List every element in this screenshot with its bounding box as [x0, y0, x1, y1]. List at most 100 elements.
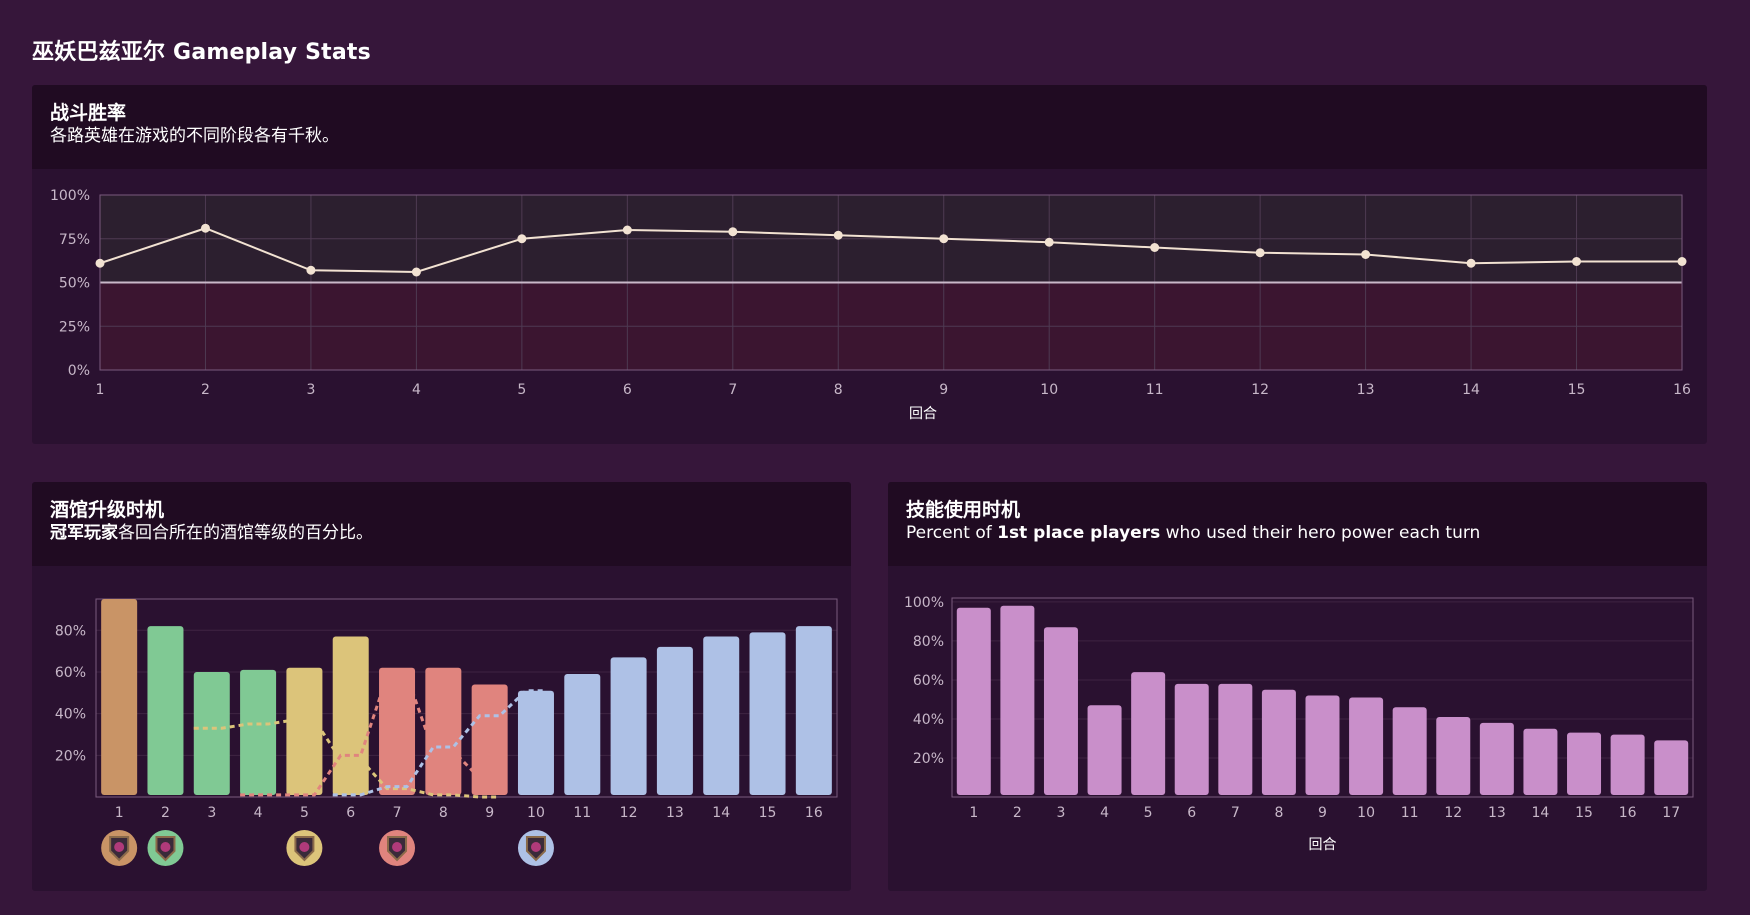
- power-xtick-label: 16: [1619, 805, 1637, 821]
- power-bar: [1174, 683, 1209, 795]
- winrate-xtick-label: 10: [1040, 382, 1058, 398]
- winrate-ytick-label: 25%: [59, 319, 90, 335]
- power-bar: [1436, 717, 1471, 795]
- page-title: 巫妖巴兹亚尔 Gameplay Stats: [32, 40, 371, 65]
- power-xtick-label: 14: [1532, 805, 1550, 821]
- power-subtitle: Percent of 1st place players who used th…: [906, 522, 1689, 544]
- tavern-xtick-label: 15: [759, 805, 777, 821]
- power-bar: [1392, 707, 1427, 795]
- winrate-point: [1150, 243, 1160, 252]
- winrate-panel: 战斗胜率 各路英雄在游戏的不同阶段各有千秋。 0% 25% 50% 75% 100% 1 2…: [32, 85, 1707, 444]
- power-bar: [1131, 672, 1166, 795]
- winrate-ytick-label: 100%: [50, 188, 90, 204]
- tavern-xtick-label: 2: [161, 805, 170, 821]
- winrate-frame: [99, 194, 1683, 371]
- power-title: 技能使用时机: [906, 499, 1021, 521]
- tavern-title: 酒馆升级时机: [50, 499, 165, 521]
- winrate-point: [411, 267, 421, 277]
- power-frame: [951, 597, 1694, 798]
- power-xtick-label: 15: [1575, 805, 1593, 821]
- tavern-bar: [193, 671, 230, 795]
- power-ytick-label: 80%: [913, 634, 944, 650]
- tavern-xtick-label: 3: [207, 805, 216, 821]
- tavern-bar: [147, 626, 184, 795]
- tier-gem-icon: [299, 842, 310, 852]
- power-panel: 技能使用时机 Percent of 1st place players who …: [888, 482, 1707, 891]
- winrate-ytick-label: 75%: [59, 232, 90, 248]
- winrate-header: 战斗胜率 各路英雄在游戏的不同阶段各有千秋。: [32, 85, 1707, 169]
- tavern-bar: [749, 632, 786, 795]
- tavern-subtitle-rest: 各回合所在的酒馆等级的百分比。: [118, 523, 373, 543]
- winrate-point: [95, 258, 105, 268]
- power-subtitle-bold: 1st place players: [997, 523, 1161, 543]
- power-bar: [1261, 689, 1296, 795]
- tavern-xtick-label: 14: [712, 805, 730, 821]
- winrate-point: [1361, 250, 1371, 259]
- tavern-bar: [564, 674, 601, 795]
- winrate-point: [833, 230, 843, 240]
- tavern-subtitle-bold: 冠军玩家: [50, 523, 118, 543]
- tavern-panel: 酒馆升级时机 冠军玩家各回合所在的酒馆等级的百分比。 20% 40% 60% 80% 1…: [32, 482, 851, 891]
- power-xtick-label: 11: [1401, 805, 1419, 821]
- winrate-xtick-label: 8: [834, 382, 843, 398]
- tavern-ytick-label: 20%: [55, 748, 86, 764]
- power-chart: 20%40%60%80%100%1 2 3 4 5 6 7 8 9 10 11 12 13 14 15 16 1…: [904, 595, 1694, 853]
- winrate-xaxis-label: 回合: [909, 406, 937, 422]
- power-bar: [956, 607, 991, 795]
- winrate-point: [1572, 257, 1582, 266]
- tavern-xtick-label: 16: [805, 805, 823, 821]
- tavern-bar: [240, 669, 277, 795]
- tavern-xtick-label: 6: [346, 805, 355, 821]
- tavern-xtick-label: 10: [527, 805, 545, 821]
- winrate-series-line: [99, 227, 1682, 274]
- power-xaxis-label: 回合: [1309, 837, 1337, 853]
- winrate-point: [306, 265, 316, 275]
- power-bar: [1349, 697, 1384, 795]
- power-bar: [1305, 695, 1340, 795]
- tavern-bar: [656, 646, 693, 795]
- winrate-point: [939, 234, 949, 244]
- tier-gem-icon: [530, 842, 541, 852]
- power-bar: [1654, 740, 1689, 795]
- power-xtick-label: 1: [969, 805, 978, 821]
- winrate-xtick-label: 14: [1462, 382, 1480, 398]
- winrate-xtick-label: 7: [728, 382, 737, 398]
- power-bar: [1043, 627, 1078, 795]
- tavern-bar: [610, 657, 647, 795]
- winrate-xtick-label: 5: [517, 382, 526, 398]
- winrate-point: [1044, 237, 1054, 247]
- tavern-xtick-label: 8: [439, 805, 448, 821]
- tavern-bar: [471, 684, 508, 795]
- power-bar: [1087, 705, 1122, 795]
- tavern-ytick-label: 40%: [55, 707, 86, 723]
- tavern-bar: [379, 667, 416, 795]
- power-ytick-label: 20%: [913, 751, 944, 767]
- power-subtitle-post: who used their hero power each turn: [1160, 523, 1481, 543]
- winrate-point: [1466, 258, 1476, 268]
- tavern-bar: [795, 626, 832, 795]
- power-bar: [1479, 722, 1514, 795]
- tavern-bar: [332, 636, 369, 795]
- tier-gem-icon: [392, 842, 403, 852]
- power-xtick-label: 3: [1057, 805, 1066, 821]
- winrate-xtick-label: 1: [96, 382, 105, 398]
- power-xtick-label: 13: [1488, 805, 1506, 821]
- winrate-ytick-label: 50%: [59, 276, 90, 292]
- winrate-point: [200, 223, 210, 233]
- winrate-xtick-label: 4: [412, 382, 421, 398]
- power-ytick-label: 100%: [904, 595, 944, 611]
- power-bar: [1218, 683, 1253, 795]
- power-ytick-label: 40%: [913, 712, 944, 728]
- power-xtick-label: 10: [1357, 805, 1375, 821]
- winrate-xtick-label: 6: [623, 382, 632, 398]
- tavern-chart: 20%40%60%80%1 2 3 4 5 6 7 8 9 10 11 12 13 14 15 16: [55, 598, 838, 866]
- winrate-subtitle: 各路英雄在游戏的不同阶段各有千秋。: [50, 126, 339, 146]
- power-xtick-label: 8: [1274, 805, 1283, 821]
- power-xtick-label: 17: [1662, 805, 1680, 821]
- tavern-bar: [703, 636, 740, 795]
- tavern-xtick-label: 5: [300, 805, 309, 821]
- power-xtick-label: 4: [1100, 805, 1109, 821]
- tavern-xtick-label: 1: [115, 805, 124, 821]
- power-xtick-label: 2: [1013, 805, 1022, 821]
